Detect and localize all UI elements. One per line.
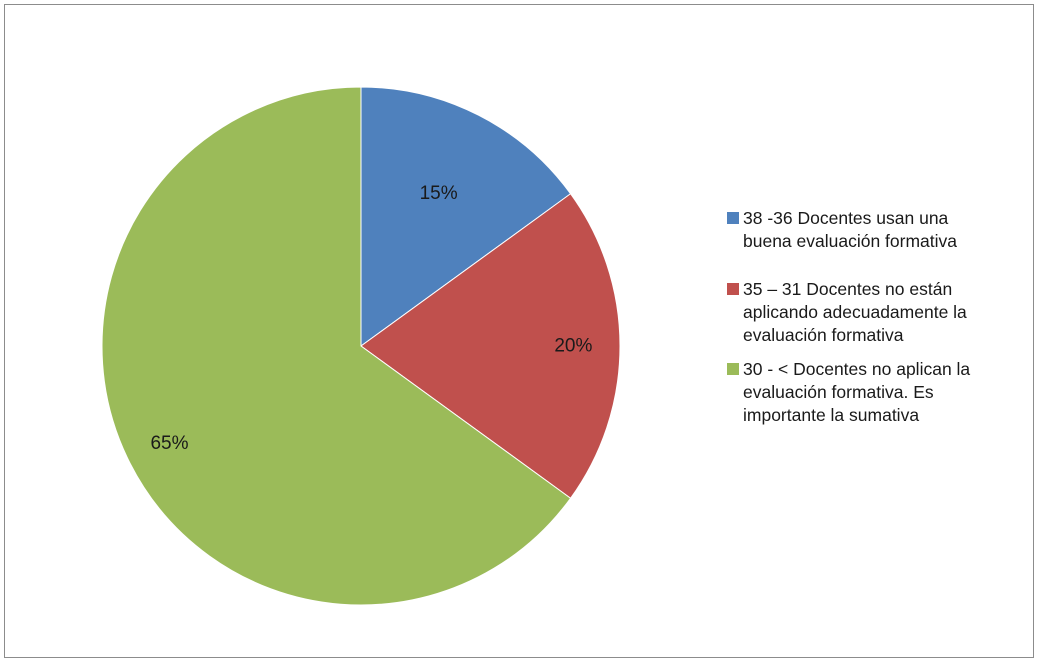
legend-item-3: 30 - < Docentes no aplican la evaluación… xyxy=(727,358,1037,427)
legend-item-2: 35 – 31 Docentes no están aplicando adec… xyxy=(727,278,1037,347)
legend-label-3: 30 - < Docentes no aplican la evaluación… xyxy=(743,359,971,425)
data-label-3: 65% xyxy=(150,433,188,454)
legend-swatch-2 xyxy=(727,283,739,295)
pie-slices xyxy=(101,86,621,606)
pie-chart: 15% 20% 65% xyxy=(101,86,621,606)
legend-label-2: 35 – 31 Docentes no están aplicando adec… xyxy=(743,279,967,345)
pie-slice-1 xyxy=(360,86,572,347)
pie-slice-2 xyxy=(360,193,621,499)
pie-slice-3 xyxy=(101,86,572,606)
data-label-1: 15% xyxy=(420,183,458,204)
pie-data-labels: 15% 20% 65% xyxy=(150,183,592,454)
legend-swatch-1 xyxy=(727,212,739,224)
legend: 38 -36 Docentes usan una buena evaluació… xyxy=(727,207,1037,427)
legend-swatch-3 xyxy=(727,363,739,375)
chart-frame: 15% 20% 65% 38 -36 Docentes usan una buena… xyxy=(4,4,1034,658)
legend-label-1: 38 -36 Docentes usan una buena evaluació… xyxy=(743,208,958,251)
legend-item-1: 38 -36 Docentes usan una buena evaluació… xyxy=(727,207,1037,253)
data-label-2: 20% xyxy=(554,336,592,357)
